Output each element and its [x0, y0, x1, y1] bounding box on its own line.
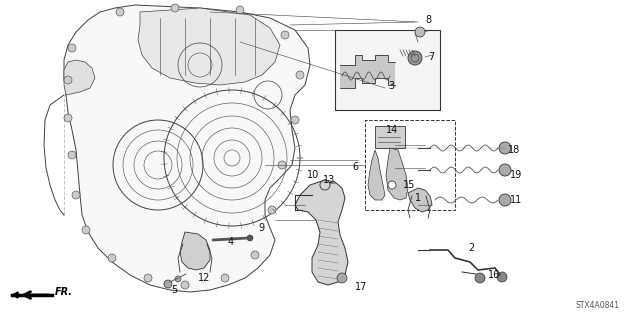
Circle shape — [236, 6, 244, 14]
Text: 9: 9 — [258, 223, 264, 233]
Circle shape — [415, 27, 425, 37]
Text: 18: 18 — [508, 145, 520, 155]
Bar — [335, 30, 440, 110]
Circle shape — [388, 181, 396, 189]
Text: 7: 7 — [428, 52, 435, 62]
Text: 1: 1 — [415, 193, 421, 203]
Circle shape — [64, 114, 72, 122]
Text: 12: 12 — [198, 273, 211, 283]
Circle shape — [108, 254, 116, 262]
Polygon shape — [64, 60, 95, 95]
Circle shape — [499, 194, 511, 206]
Text: 6: 6 — [352, 162, 358, 172]
Polygon shape — [180, 232, 210, 270]
Text: 2: 2 — [468, 243, 474, 253]
Polygon shape — [138, 8, 280, 85]
Circle shape — [175, 276, 181, 282]
Polygon shape — [12, 292, 18, 298]
Polygon shape — [64, 5, 310, 292]
Circle shape — [82, 226, 90, 234]
Circle shape — [337, 273, 347, 283]
Circle shape — [291, 116, 299, 124]
Circle shape — [181, 281, 189, 289]
Text: 4: 4 — [228, 237, 234, 247]
Bar — [365, 120, 455, 210]
Circle shape — [497, 272, 507, 282]
Polygon shape — [295, 180, 348, 285]
Text: 16: 16 — [488, 270, 500, 280]
Circle shape — [281, 31, 289, 39]
Circle shape — [116, 8, 124, 16]
Circle shape — [296, 71, 304, 79]
Text: 3: 3 — [388, 81, 394, 91]
Polygon shape — [408, 188, 432, 212]
Text: FR.: FR. — [55, 287, 73, 297]
Circle shape — [475, 273, 485, 283]
Circle shape — [72, 191, 80, 199]
Text: 5: 5 — [171, 285, 177, 295]
Circle shape — [68, 44, 76, 52]
Text: 8: 8 — [425, 15, 431, 25]
Circle shape — [247, 235, 253, 241]
Circle shape — [164, 280, 172, 288]
Circle shape — [251, 251, 259, 259]
Circle shape — [408, 51, 422, 65]
Polygon shape — [386, 148, 408, 200]
Text: 13: 13 — [323, 175, 335, 185]
Circle shape — [268, 206, 276, 214]
Circle shape — [499, 164, 511, 176]
Circle shape — [499, 142, 511, 154]
Circle shape — [64, 76, 72, 84]
Text: 14: 14 — [386, 125, 398, 135]
Text: 19: 19 — [510, 170, 522, 180]
Text: 17: 17 — [355, 282, 367, 292]
Circle shape — [221, 274, 229, 282]
Text: 11: 11 — [510, 195, 522, 205]
Circle shape — [68, 151, 76, 159]
Polygon shape — [368, 150, 385, 200]
Bar — [375, 126, 405, 148]
Text: STX4A0841: STX4A0841 — [576, 301, 620, 310]
Circle shape — [278, 161, 286, 169]
Circle shape — [171, 4, 179, 12]
Circle shape — [144, 274, 152, 282]
Text: 10: 10 — [307, 170, 319, 180]
Text: 15: 15 — [403, 180, 415, 190]
